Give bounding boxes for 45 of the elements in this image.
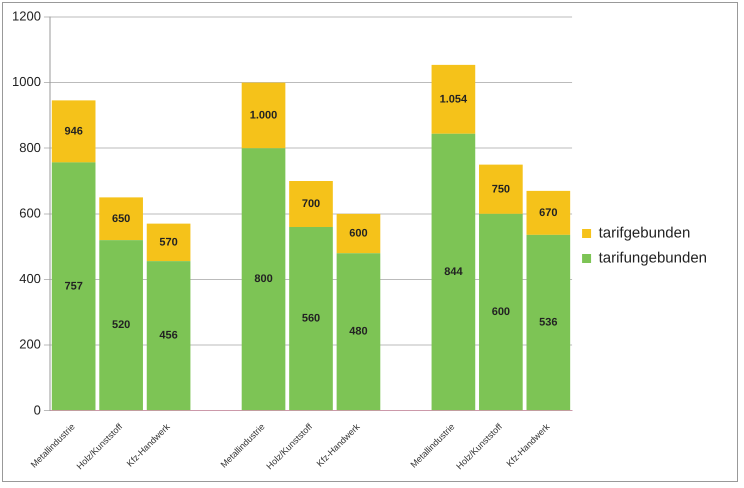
data-label: 757 [64,280,83,292]
legend-label: tarifgebunden [598,224,690,242]
y-tick-label: 400 [19,271,41,286]
legend-label: tarifungebunden [598,250,708,267]
data-label: 844 [444,266,464,278]
bar [432,64,476,134]
total-label: 670 [539,206,558,219]
total-label: 600 [349,228,368,240]
data-label: 536 [539,316,558,329]
bar [242,82,286,148]
data-label: 520 [112,319,130,332]
data-label: 560 [302,312,320,325]
data-label: 480 [349,326,368,338]
y-tick-label: 600 [19,205,41,220]
y-tick-label: 1200 [12,8,41,24]
total-label: 700 [302,198,320,210]
data-label: 600 [492,306,510,318]
bar [52,100,96,162]
y-tick-label: 0 [34,402,41,418]
bar [242,148,286,410]
bar [289,226,333,410]
total-label: 1.000 [250,109,278,122]
bar [432,134,476,410]
bar [146,261,190,410]
total-label: 650 [112,212,130,225]
bar [99,240,143,410]
bar [99,197,143,240]
total-label: 1.054 [440,93,468,106]
bar [479,214,523,410]
bar [146,224,190,262]
y-tick-label: 1000 [12,74,41,90]
data-label: 456 [159,330,178,342]
total-label: 750 [492,183,510,196]
y-tick-label: 200 [19,336,41,352]
bar [336,214,380,254]
bar [526,234,570,410]
bar [289,181,333,227]
bar [526,190,570,235]
data-label: 800 [254,273,273,286]
bar [479,164,523,214]
total-label: 570 [159,236,178,248]
bar [336,253,380,410]
bar [52,162,96,410]
total-label: 946 [64,125,83,138]
y-tick-label: 800 [19,140,41,155]
